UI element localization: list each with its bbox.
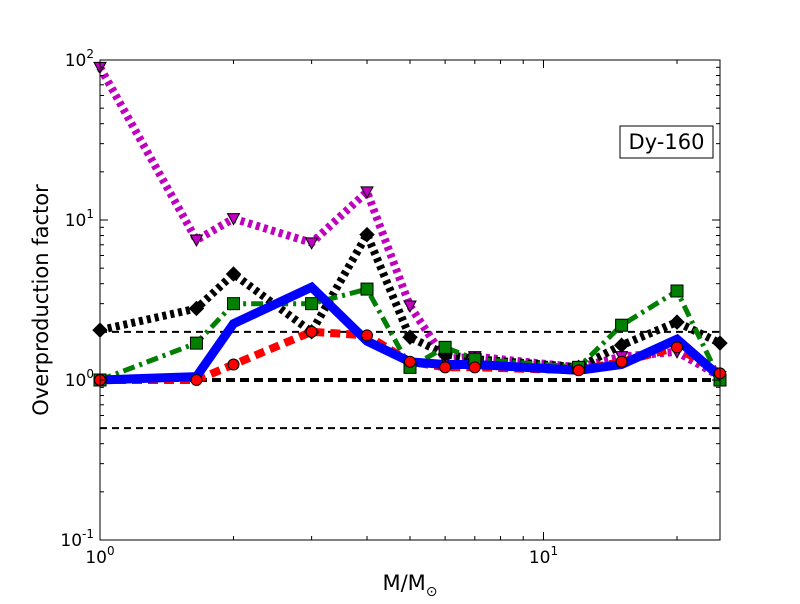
series-2-point-6 bbox=[438, 340, 452, 354]
series-3-point-9 bbox=[615, 355, 628, 368]
x-axis-title: M/M⊙ bbox=[382, 571, 437, 600]
x-tick-label-exponent: 1 bbox=[551, 544, 559, 558]
y-tick-label-base: 10 bbox=[60, 531, 82, 551]
y-axis-title: Overproduction factor bbox=[29, 184, 53, 416]
y-tick-label-3: 102 bbox=[65, 47, 94, 71]
y-tick-label-exponent: 1 bbox=[86, 207, 94, 221]
series-3-point-4 bbox=[361, 329, 374, 342]
series-line-2 bbox=[99, 286, 723, 383]
series-line-4 bbox=[99, 281, 723, 385]
series-1-point-10 bbox=[669, 314, 685, 330]
series-1-point-5 bbox=[402, 329, 418, 345]
series-2-point-9 bbox=[615, 318, 629, 332]
series-2-point-4 bbox=[360, 282, 374, 296]
x-axis-title-main: M/M bbox=[382, 571, 425, 595]
x-tick-label-base: 10 bbox=[529, 548, 551, 568]
series-3-point-6 bbox=[439, 361, 452, 374]
series-0-point-2 bbox=[226, 213, 241, 226]
series-1-point-2 bbox=[225, 266, 242, 282]
y-tick-label-1: 100 bbox=[65, 367, 94, 391]
x-tick-label-1: 101 bbox=[529, 544, 558, 568]
y-tick-label-base: 10 bbox=[65, 371, 87, 391]
annotation-box: Dy-160 bbox=[619, 125, 714, 159]
series-0-point-1 bbox=[189, 234, 204, 248]
series-2-point-3 bbox=[305, 297, 319, 311]
x-tick-label-base: 10 bbox=[85, 548, 107, 568]
series-0-point-4 bbox=[360, 186, 374, 199]
x-tick-label-exponent: 0 bbox=[107, 544, 115, 558]
annotation-label: Dy-160 bbox=[629, 130, 705, 154]
series-line-1 bbox=[99, 225, 722, 372]
x-tick-label-0: 100 bbox=[85, 544, 114, 568]
series-3-point-1 bbox=[190, 374, 203, 386]
series-0-point-3 bbox=[304, 237, 319, 250]
series-0-point-5 bbox=[403, 300, 417, 314]
series-3-point-7 bbox=[468, 361, 481, 374]
y-tick-label-exponent: 0 bbox=[86, 367, 94, 381]
series-3-point-5 bbox=[404, 355, 416, 368]
series-1-point-4 bbox=[359, 226, 375, 243]
y-tick-label-base: 10 bbox=[65, 51, 87, 71]
annotation-frame bbox=[619, 125, 714, 159]
y-tick-label-0: 10-1 bbox=[60, 527, 94, 551]
y-tick-label-2: 101 bbox=[65, 207, 94, 231]
y-tick-label-exponent: 2 bbox=[86, 47, 94, 61]
series-1-point-9 bbox=[613, 337, 630, 353]
series-2-point-2 bbox=[227, 297, 241, 311]
series-2-point-1 bbox=[189, 336, 203, 350]
y-tick-label-exponent: -1 bbox=[82, 527, 94, 541]
series-2-point-10 bbox=[670, 284, 684, 298]
series-3-point-3 bbox=[305, 325, 318, 338]
series-3-point-10 bbox=[671, 341, 684, 354]
y-tick-label-base: 10 bbox=[65, 211, 87, 231]
x-axis-title-subscript: ⊙ bbox=[426, 584, 438, 600]
series-1-point-1 bbox=[188, 300, 205, 317]
series-3-point-2 bbox=[227, 358, 240, 371]
series-3-point-8 bbox=[572, 364, 585, 377]
